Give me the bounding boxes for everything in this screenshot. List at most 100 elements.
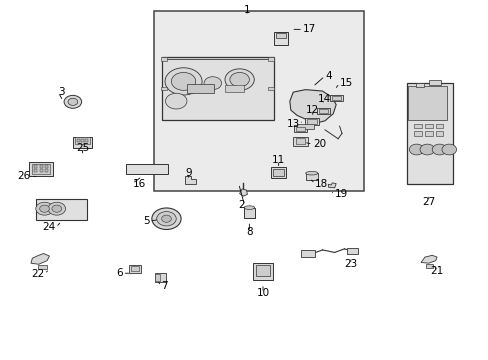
Text: 18: 18	[315, 179, 328, 189]
Bar	[301, 249, 314, 257]
Bar	[293, 136, 307, 146]
Circle shape	[431, 144, 446, 155]
Polygon shape	[420, 255, 436, 263]
Circle shape	[64, 95, 81, 108]
Text: 13: 13	[286, 120, 299, 129]
Text: 14: 14	[317, 94, 330, 104]
Text: 15: 15	[339, 78, 352, 88]
Text: 10: 10	[256, 288, 269, 298]
Bar	[77, 139, 80, 142]
Circle shape	[161, 215, 171, 222]
Ellipse shape	[305, 171, 317, 175]
Circle shape	[171, 72, 195, 90]
Polygon shape	[289, 90, 335, 123]
Bar	[155, 273, 165, 282]
Bar	[346, 248, 357, 254]
Bar	[317, 108, 329, 114]
Text: 8: 8	[245, 227, 252, 237]
Polygon shape	[239, 189, 247, 196]
Bar	[305, 118, 318, 125]
Bar	[407, 86, 446, 120]
Text: 3: 3	[58, 87, 65, 97]
Bar	[424, 131, 432, 135]
Bar	[270, 167, 286, 178]
Bar	[425, 265, 432, 268]
Text: 20: 20	[312, 139, 325, 149]
Bar	[435, 131, 443, 135]
Bar	[293, 125, 307, 132]
Bar	[424, 124, 432, 129]
Bar	[295, 127, 305, 131]
Bar	[318, 109, 327, 113]
Bar	[40, 170, 42, 172]
Text: 1: 1	[243, 5, 250, 15]
Bar	[81, 139, 83, 142]
Circle shape	[441, 144, 456, 155]
Bar	[126, 164, 167, 174]
Bar	[45, 170, 48, 172]
Bar	[413, 131, 421, 135]
Text: 17: 17	[303, 24, 316, 35]
Bar	[29, 162, 53, 176]
Bar	[40, 165, 42, 168]
Bar	[435, 124, 443, 129]
Polygon shape	[184, 176, 195, 184]
Bar	[255, 265, 270, 276]
Text: 4: 4	[325, 71, 331, 81]
Text: 7: 7	[161, 281, 168, 291]
Circle shape	[152, 208, 181, 229]
Text: 12: 12	[305, 105, 319, 115]
Bar	[130, 266, 139, 271]
Text: 5: 5	[142, 216, 149, 226]
Circle shape	[68, 98, 78, 105]
Circle shape	[165, 93, 186, 109]
Circle shape	[164, 68, 202, 95]
Circle shape	[229, 72, 249, 87]
Bar	[161, 57, 273, 120]
Text: 2: 2	[237, 200, 244, 210]
Text: 22: 22	[31, 269, 44, 279]
Text: 16: 16	[132, 179, 145, 189]
Bar	[155, 274, 160, 281]
Bar	[253, 264, 272, 279]
Bar	[128, 265, 141, 273]
Text: 19: 19	[334, 189, 348, 199]
Text: 21: 21	[429, 266, 443, 276]
Bar	[45, 165, 48, 168]
Bar	[38, 265, 46, 269]
Bar	[161, 87, 166, 90]
Bar	[85, 139, 87, 142]
Bar	[34, 170, 37, 172]
Bar	[306, 120, 316, 124]
Bar	[161, 57, 166, 60]
Bar	[427, 80, 440, 85]
Polygon shape	[31, 253, 49, 264]
Bar	[274, 32, 287, 45]
Circle shape	[36, 202, 53, 215]
Bar	[329, 95, 342, 102]
Bar	[154, 12, 363, 191]
Circle shape	[203, 77, 221, 90]
Text: 25: 25	[76, 143, 89, 153]
Bar	[224, 85, 244, 92]
Bar	[187, 84, 214, 93]
Text: 9: 9	[185, 168, 191, 178]
Ellipse shape	[244, 206, 254, 210]
Text: 27: 27	[421, 197, 434, 207]
Circle shape	[224, 69, 254, 90]
Bar	[75, 137, 90, 144]
Bar	[244, 208, 254, 219]
Circle shape	[157, 212, 176, 226]
Bar	[268, 87, 274, 90]
Circle shape	[52, 205, 61, 212]
Bar	[275, 33, 286, 38]
Bar	[34, 165, 37, 168]
Text: 26: 26	[18, 171, 31, 181]
Bar	[268, 57, 274, 60]
Bar	[32, 163, 50, 174]
Bar	[36, 199, 87, 220]
Polygon shape	[328, 183, 335, 188]
Text: 23: 23	[344, 259, 357, 269]
Bar	[73, 137, 92, 148]
Bar	[415, 83, 423, 87]
